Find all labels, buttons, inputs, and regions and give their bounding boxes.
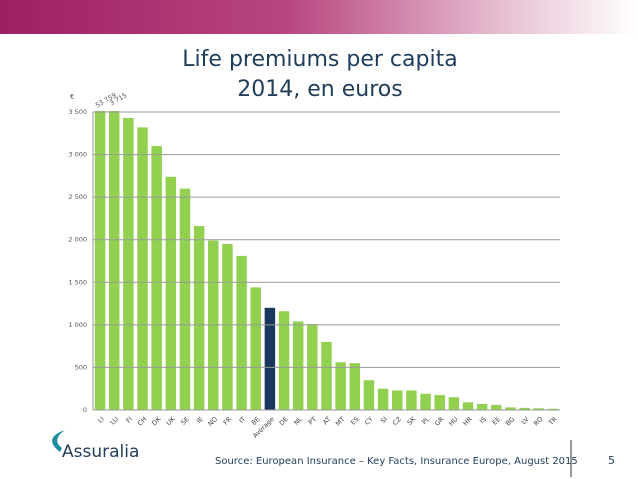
logo: Assuralia [62,442,139,462]
bar [179,188,191,410]
x-tick-label: LV [520,415,531,426]
bar [505,407,516,410]
bar [392,390,403,410]
page-number: 5 [608,454,615,467]
logo-mark [52,430,65,452]
x-tick-label: PL [420,415,431,426]
x-tick-label: SK [406,415,418,427]
x-tick-label: AT [321,415,332,426]
x-tick-label: GR [433,415,446,428]
x-tick-label: IT [238,415,248,425]
bar [123,117,134,411]
bar [236,255,247,410]
x-tick-label: EE [491,415,502,426]
x-tick-label: SI [379,415,389,425]
bar [476,404,488,410]
chart-title: Life premiums per capita [182,47,457,72]
bar [491,404,502,410]
bar [434,395,445,410]
x-tick-label: HU [447,415,460,428]
x-tick-label: TR [546,415,559,428]
y-tick-label: 1 500 [68,278,87,286]
bar [151,146,162,411]
bar [335,362,346,410]
bar [448,397,460,410]
x-tick-label: LU [109,415,121,427]
bar [349,363,361,410]
chart-subtitle: 2014, en euros [237,77,402,102]
x-tick-label: UK [165,415,178,428]
header-band [0,0,638,34]
x-tick-label: CZ [391,415,403,427]
bar [193,226,205,410]
y-tick-label: 500 [75,363,87,371]
bar [462,402,474,410]
bar [165,176,177,410]
bar [377,388,389,410]
x-tick-label: FI [125,415,135,425]
x-tick-label: LI [96,415,106,425]
x-tick-label: DE [278,415,290,427]
bar [222,243,233,410]
y-tick-label: 2 000 [68,236,87,244]
bar [292,321,304,410]
bar [94,111,106,410]
x-tick-label: IE [195,415,205,425]
x-tick-label: FR [222,415,234,427]
y-tick-label: 2 500 [68,193,87,201]
x-tick-label: CY [363,415,375,427]
bar [278,311,290,410]
y-unit: € [70,93,74,101]
x-tick-label: IS [478,415,488,425]
bar [108,111,120,411]
bar [363,380,375,410]
x-tick-label: NO [206,415,219,428]
bar [406,390,417,410]
x-tick-label: HR [462,415,475,428]
bar [547,408,559,410]
x-tick-label: ES [349,415,360,426]
x-tick-label: NL [292,415,304,427]
bar [264,307,276,410]
y-tick-label: 3 000 [68,151,87,159]
y-tick-label: 3 500 [68,108,87,116]
x-tick-label: BG [504,415,516,427]
bar [420,393,431,410]
bar [250,287,261,410]
bar [137,127,148,410]
bar [533,408,545,410]
y-tick-label: 0 [83,406,87,414]
source: Source: European Insurance – Key Facts, … [215,456,578,467]
x-tick-label: SE [179,415,190,426]
y-tick-label: 1 000 [68,321,87,329]
x-tick-label: PT [307,415,318,426]
x-tick-label: CH [136,415,148,427]
bar [321,341,332,410]
x-tick-label: RO [532,415,544,427]
x-tick-label: BE [250,415,262,427]
x-tick-label: MT [334,415,346,427]
bar [519,407,530,410]
x-tick-label: DK [150,415,163,428]
